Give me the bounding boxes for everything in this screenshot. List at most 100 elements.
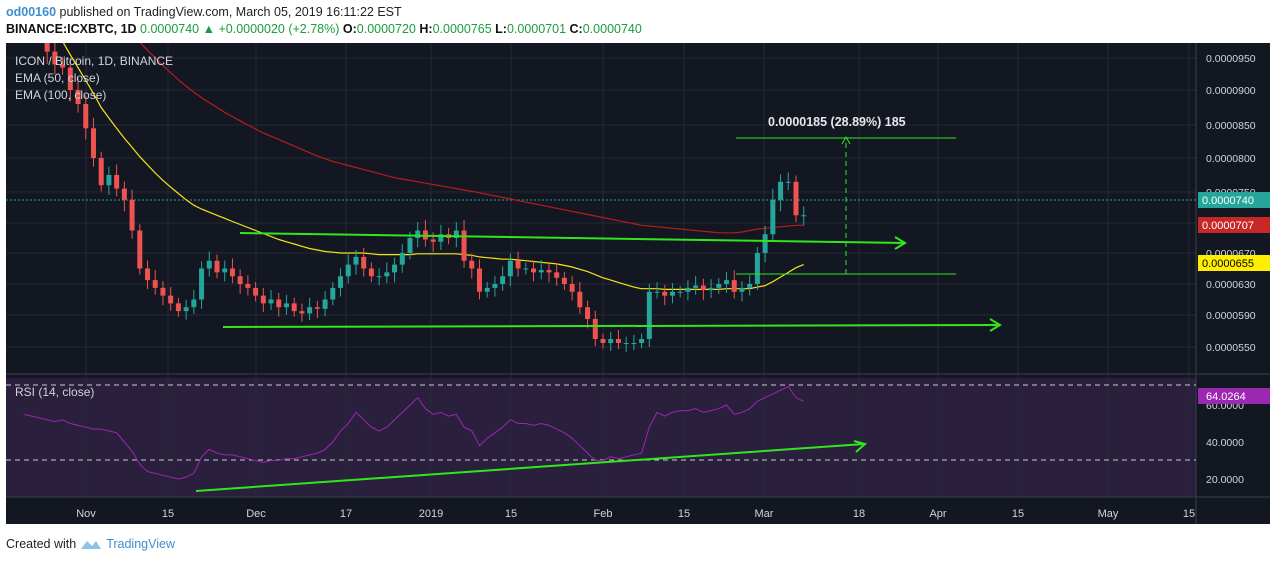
candle-body xyxy=(770,199,776,235)
rsi-tag-bg xyxy=(1198,388,1270,404)
candle-body xyxy=(793,181,799,216)
candle-body xyxy=(191,299,197,308)
time-tick-label: Apr xyxy=(929,508,946,520)
candle-body xyxy=(747,284,753,288)
candle-body xyxy=(90,128,96,158)
candle-body xyxy=(561,277,567,284)
high-value: 0.0000765 xyxy=(432,22,492,36)
candle-body xyxy=(592,319,598,339)
ema100-line xyxy=(105,0,804,234)
candle-body xyxy=(253,287,259,296)
candle-body xyxy=(438,234,444,242)
drawings[interactable]: 0.0000185 (28.89%) 185 xyxy=(195,115,1002,492)
candle-body xyxy=(407,238,413,253)
candle-body xyxy=(168,295,174,304)
candle-body xyxy=(693,285,699,288)
ema100-path xyxy=(105,0,804,234)
rsi-arrowhead xyxy=(853,440,868,453)
candle-body xyxy=(754,253,760,284)
candle-body xyxy=(60,64,66,68)
measure-label: 0.0000185 (28.89%) 185 xyxy=(768,115,906,129)
last-price: 0.0000740 xyxy=(140,22,200,36)
rsi-band xyxy=(6,378,1196,497)
candle-body xyxy=(577,291,583,308)
time-axis: Nov 15 Dec 17 2019 15 Feb 15 Mar 18 Apr 15 May 15 xyxy=(76,508,1195,520)
created-with-text: Created with xyxy=(6,537,77,551)
candle-body xyxy=(654,291,660,293)
candle-body xyxy=(75,90,81,104)
candle-body xyxy=(515,260,521,269)
candle-body xyxy=(384,272,390,277)
rsi-tick-label: 20.0000 xyxy=(1206,474,1244,486)
candle-body xyxy=(237,276,243,284)
candle-body xyxy=(183,307,189,312)
candle-body xyxy=(152,280,158,288)
tradingview-brand-link[interactable]: TradingView xyxy=(106,537,175,551)
time-tick-label: 17 xyxy=(340,508,352,520)
open-value: 0.0000720 xyxy=(356,22,416,36)
candle-body xyxy=(67,67,73,90)
candle-body xyxy=(121,188,127,200)
footer: Created with TradingView xyxy=(6,537,175,551)
candle-body xyxy=(129,199,135,231)
symbol-label: BINANCE:ICXBTC, 1D xyxy=(6,22,137,36)
candle-body xyxy=(585,307,591,319)
candle-body xyxy=(724,280,730,284)
candle-body xyxy=(330,287,336,300)
candle-body xyxy=(376,276,382,278)
ema100-tag: 0.0000707 xyxy=(1202,220,1254,232)
price-tick-label: 0.0000550 xyxy=(1206,342,1256,354)
author-link[interactable]: od00160 xyxy=(6,5,57,19)
price-change: ▲ +0.0000020 (+2.78%) xyxy=(202,22,340,36)
price-tick-label: 0.0000850 xyxy=(1206,120,1256,132)
candle-body xyxy=(268,299,274,304)
candle-body xyxy=(314,307,320,309)
support-arrowhead xyxy=(989,318,1002,332)
candle-body xyxy=(322,299,328,309)
chart-area[interactable]: 0.0000185 (28.89%) 185 ICON / Bitcoin, 1… xyxy=(6,0,1270,524)
candle-body xyxy=(677,291,683,293)
resistance-trendline[interactable] xyxy=(239,232,905,244)
candle-body xyxy=(44,32,50,52)
candle-body xyxy=(392,264,398,273)
candle-body xyxy=(299,311,305,314)
candle-body xyxy=(83,104,89,129)
candle-body xyxy=(507,260,513,277)
candle-body xyxy=(399,253,405,265)
publish-text: published on TradingView.com, March 05, … xyxy=(59,5,402,19)
time-tick-label: 15 xyxy=(678,508,690,520)
candle-body xyxy=(461,230,467,261)
candle-body xyxy=(260,295,266,304)
candle-body xyxy=(639,339,645,343)
time-tick-label: 15 xyxy=(1183,508,1195,520)
low-label: L: xyxy=(495,22,507,36)
time-tick-label: 15 xyxy=(1012,508,1024,520)
legend-rsi: RSI (14, close) xyxy=(15,385,94,399)
candle-body xyxy=(669,291,675,296)
tradingview-logo-icon xyxy=(81,541,102,549)
low-value: 0.0000701 xyxy=(506,22,567,36)
candle-body xyxy=(615,339,621,343)
candle-body xyxy=(600,339,606,343)
candle-body xyxy=(531,268,537,273)
price-tags: 0.0000740 0.0000707 0.0000655 64.0264 xyxy=(1198,192,1270,404)
ohlc-line: BINANCE:ICXBTC, 1D 0.0000740 ▲ +0.000002… xyxy=(6,22,642,36)
publish-line: od00160 published on TradingView.com, Ma… xyxy=(6,5,402,19)
candle-body xyxy=(700,285,706,291)
candle-body xyxy=(453,230,459,238)
candle-body xyxy=(739,287,745,292)
chart-svg[interactable]: 0.0000185 (28.89%) 185 ICON / Bitcoin, 1… xyxy=(6,0,1270,524)
candle-body xyxy=(415,230,421,238)
time-tick-label: 15 xyxy=(162,508,174,520)
ema50-line xyxy=(38,0,804,290)
rsi-path xyxy=(23,385,804,480)
candle-body xyxy=(114,175,120,189)
candle-body xyxy=(353,256,359,265)
candle-body xyxy=(469,260,475,269)
close-label: C: xyxy=(569,22,583,36)
candle-body xyxy=(160,287,166,296)
price-tick-label: 0.0000630 xyxy=(1206,279,1256,291)
candle-body xyxy=(708,287,714,291)
rsi-trendline[interactable] xyxy=(195,443,865,492)
support-trendline[interactable] xyxy=(222,324,1000,328)
